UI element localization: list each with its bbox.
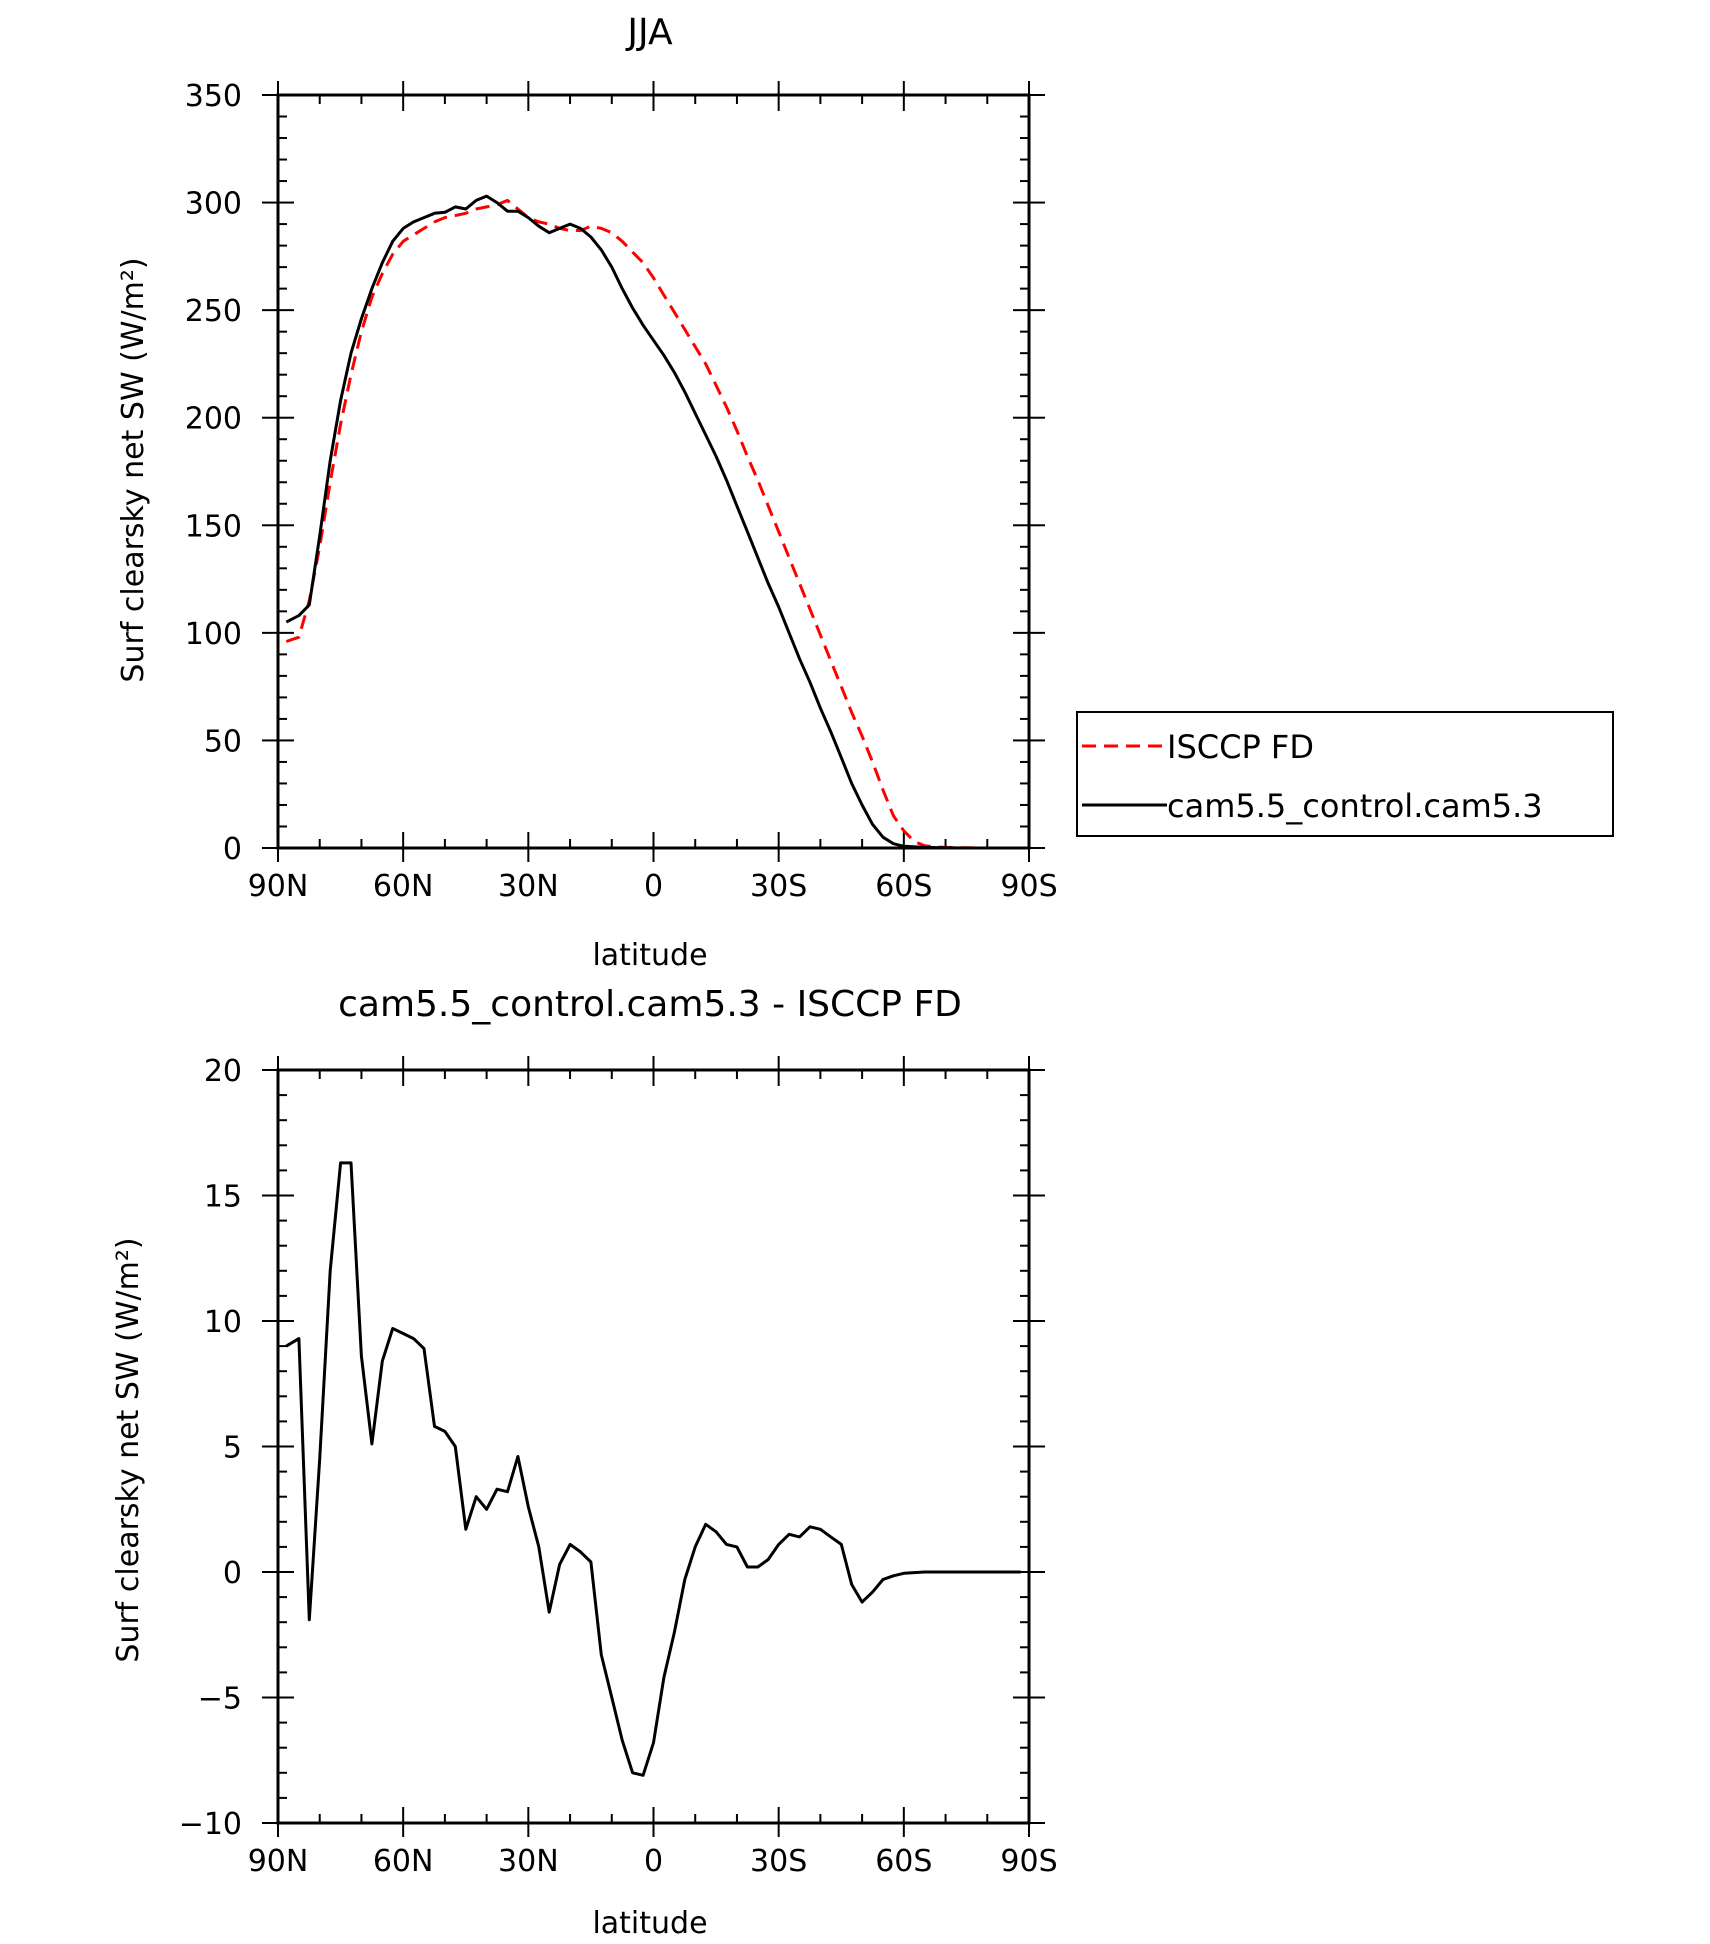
- y-tick-label: 20: [204, 1054, 242, 1089]
- bottom-chart-series: [285, 1161, 1021, 1777]
- x-tick-label: 90N: [248, 1844, 309, 1879]
- bottom-chart: cam5.5_control.cam5.3 - ISCCP FD latitud…: [111, 984, 1058, 1941]
- x-tick-label: 90N: [248, 869, 309, 904]
- legend-label-isccp: ISCCP FD: [1167, 728, 1314, 766]
- bottom-chart-ticks: 90N 60N 30N 0 30S 60S 90S −10 −5 0 5 10 15 20: [179, 1054, 1058, 1879]
- series-line-1: [285, 194, 1021, 850]
- top-chart-title: JJA: [625, 12, 673, 53]
- top-chart-xlabel: latitude: [592, 938, 707, 973]
- y-tick-label: −10: [179, 1807, 242, 1842]
- top-chart: JJA latitude Surf clearsky net SW (W/m²)…: [116, 12, 1058, 973]
- y-tick-label: 0: [223, 832, 242, 867]
- y-tick-label: 5: [223, 1431, 242, 1466]
- x-tick-label: 90S: [1000, 869, 1057, 904]
- x-tick-label: 30S: [750, 1844, 807, 1879]
- y-tick-label: 50: [204, 724, 242, 759]
- series-line-0: [285, 1161, 1021, 1777]
- y-tick-label: 200: [185, 402, 242, 437]
- x-tick-label: 90S: [1000, 1844, 1057, 1879]
- y-tick-label: 10: [204, 1305, 242, 1340]
- y-tick-label: 15: [204, 1180, 242, 1215]
- bottom-chart-xlabel: latitude: [592, 1906, 707, 1939]
- top-chart-ylabel: Surf clearsky net SW (W/m²): [116, 257, 151, 682]
- y-tick-label: −5: [198, 1682, 242, 1717]
- y-tick-label: 100: [185, 617, 242, 652]
- x-tick-label: 60S: [875, 1844, 932, 1879]
- x-tick-label: 0: [644, 869, 663, 904]
- x-tick-label: 30S: [750, 869, 807, 904]
- y-tick-label: 350: [185, 79, 242, 114]
- x-tick-label: 30N: [498, 1844, 559, 1879]
- x-tick-label: 60N: [373, 869, 434, 904]
- x-tick-label: 30N: [498, 869, 559, 904]
- top-chart-frame: [276, 93, 1031, 850]
- legend-box: [1076, 711, 1614, 837]
- x-tick-label: 0: [644, 1844, 663, 1879]
- bottom-chart-title: cam5.5_control.cam5.3 - ISCCP FD: [338, 984, 962, 1025]
- x-tick-label: 60N: [373, 1844, 434, 1879]
- y-tick-label: 250: [185, 294, 242, 329]
- y-tick-label: 150: [185, 509, 242, 544]
- y-tick-label: 300: [185, 187, 242, 222]
- bottom-chart-ylabel: Surf clearsky net SW (W/m²): [111, 1237, 146, 1662]
- legend: ISCCP FD cam5.5_control.cam5.3: [1076, 711, 1614, 837]
- y-tick-label: 0: [223, 1556, 242, 1591]
- bottom-chart-frame: [276, 1068, 1031, 1825]
- x-tick-label: 60S: [875, 869, 932, 904]
- series-line-0: [285, 198, 1021, 850]
- top-chart-series: [285, 194, 1021, 850]
- legend-label-cam: cam5.5_control.cam5.3: [1167, 787, 1543, 825]
